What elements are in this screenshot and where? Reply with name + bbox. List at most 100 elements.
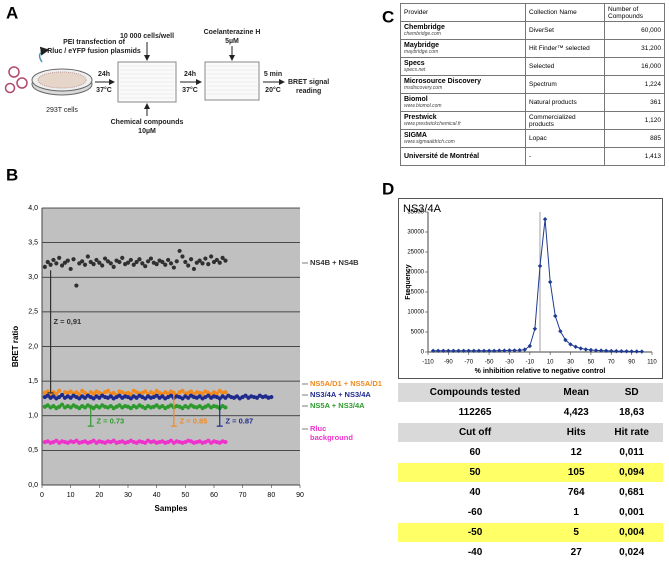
step-label: 10µM — [138, 128, 156, 135]
number-cell: 1,120 — [604, 111, 665, 130]
x-axis-label: Samples — [155, 504, 188, 513]
data-point — [134, 259, 139, 265]
data-point — [573, 344, 578, 349]
y-tick-label: 15000 — [407, 290, 424, 296]
legend-label: NS3/4A + NS3/4A — [310, 390, 371, 399]
x-axis-label: % inhibition relative to negative contro… — [475, 368, 606, 375]
data-point — [71, 257, 76, 262]
data-point — [497, 348, 502, 353]
x-tick-label: 30 — [124, 492, 132, 499]
number-cell: 60,000 — [604, 21, 665, 40]
data-point — [143, 264, 148, 269]
provider-url: www.prestwickchemical.fr — [404, 121, 461, 127]
y-tick-label: 2,0 — [28, 343, 38, 350]
header-cell: Number of Compounds — [604, 3, 665, 22]
data-point — [223, 390, 228, 395]
provider-url: www.biomol.com — [404, 103, 442, 109]
data-point — [471, 348, 477, 353]
table-cell: -60 — [398, 502, 553, 523]
data-point — [203, 256, 208, 261]
header-cell: Collection Name — [525, 3, 605, 22]
table-cell: 0,011 — [600, 442, 663, 463]
data-point — [223, 439, 228, 445]
provider-url: maybridge.com — [404, 49, 439, 55]
y-axis-label: Frequency — [405, 264, 412, 300]
data-point — [174, 259, 179, 264]
x-tick-label: 60 — [210, 492, 218, 499]
data-point — [188, 257, 194, 262]
data-point — [68, 266, 73, 272]
data-point — [97, 260, 102, 265]
data-point — [197, 258, 202, 263]
table-row: -40 27 0,024 — [398, 542, 663, 563]
table-cell: 764 — [552, 482, 601, 503]
provider-cell: Biomol www.biomol.com — [400, 93, 526, 112]
table-cell: Cut off — [398, 422, 553, 443]
y-tick-label: 5000 — [411, 330, 425, 336]
data-point — [553, 313, 558, 319]
step-label: 5µM — [225, 38, 239, 45]
provider-cell: Maybridge maybridge.com — [400, 39, 526, 58]
data-point — [466, 348, 471, 353]
data-point — [209, 254, 214, 259]
provider-name: Université de Montréal — [404, 153, 480, 160]
y-tick-label: 10000 — [407, 310, 424, 316]
step-label: PEI transfection of — [63, 39, 126, 46]
data-point — [85, 254, 90, 259]
data-point — [532, 326, 538, 331]
table-row: SIGMA www.sigmaaldrich.com Lopac 885 — [400, 129, 665, 148]
provider-name: Biomol — [404, 96, 428, 103]
provider-name: Specs — [404, 60, 425, 67]
data-point — [456, 348, 461, 353]
y-axis-label: BRET ratio — [11, 326, 20, 367]
y-tick-label: 0,0 — [28, 482, 38, 489]
data-point — [180, 388, 185, 393]
data-point — [105, 388, 111, 393]
x-tick-label: -110 — [422, 360, 434, 366]
x-tick-label: 70 — [608, 360, 615, 366]
number-cell: 361 — [604, 93, 665, 112]
data-point — [183, 259, 188, 265]
x-tick-label: -90 — [444, 360, 453, 366]
legend-label: Rluc background — [310, 424, 353, 442]
table-cell: 18,63 — [600, 402, 663, 423]
data-point — [507, 348, 512, 353]
y-tick-label: 30000 — [407, 230, 424, 236]
x-tick-label: 40 — [153, 492, 161, 499]
legend-label: NS4B + NS4B — [310, 258, 359, 267]
plate-wells — [207, 65, 257, 95]
data-point — [588, 347, 594, 353]
table-cell: -40 — [398, 542, 553, 563]
y-tick-label: 25000 — [407, 250, 424, 256]
table-cell: 0,001 — [600, 502, 663, 523]
header-row: Cut off Hits Hit rate — [398, 422, 663, 443]
cells — [37, 71, 87, 89]
data-point — [491, 348, 497, 353]
provider-name: Chembridge — [404, 24, 445, 31]
panel-letter: A — [6, 3, 18, 22]
table-row: 50 105 0,094 — [398, 462, 663, 483]
data-point — [603, 348, 609, 353]
data-point — [143, 389, 148, 394]
table-row: 40 764 0,681 — [398, 482, 663, 503]
data-point — [214, 391, 219, 396]
compound-library-table: Provider Collection Name Number of Compoun… — [400, 3, 665, 166]
data-point — [111, 264, 116, 269]
step-label: 24h — [98, 71, 110, 78]
y-tick-label: 35000 — [407, 210, 424, 216]
x-tick-label: 0 — [40, 492, 44, 499]
data-point — [177, 248, 182, 254]
step-label: Coelanterazine H — [204, 29, 261, 36]
y-tick-label: 2,5 — [28, 309, 38, 316]
data-point — [108, 261, 113, 266]
data-point — [94, 257, 99, 263]
annotation: Z = 0.87 — [225, 416, 253, 425]
data-point — [451, 348, 456, 353]
number-cell: 31,200 — [604, 39, 665, 58]
x-tick-label: 50 — [588, 360, 595, 366]
data-point — [446, 348, 451, 353]
data-point — [186, 263, 191, 268]
data-point — [140, 261, 145, 266]
data-point — [542, 217, 548, 222]
data-point — [547, 279, 553, 285]
